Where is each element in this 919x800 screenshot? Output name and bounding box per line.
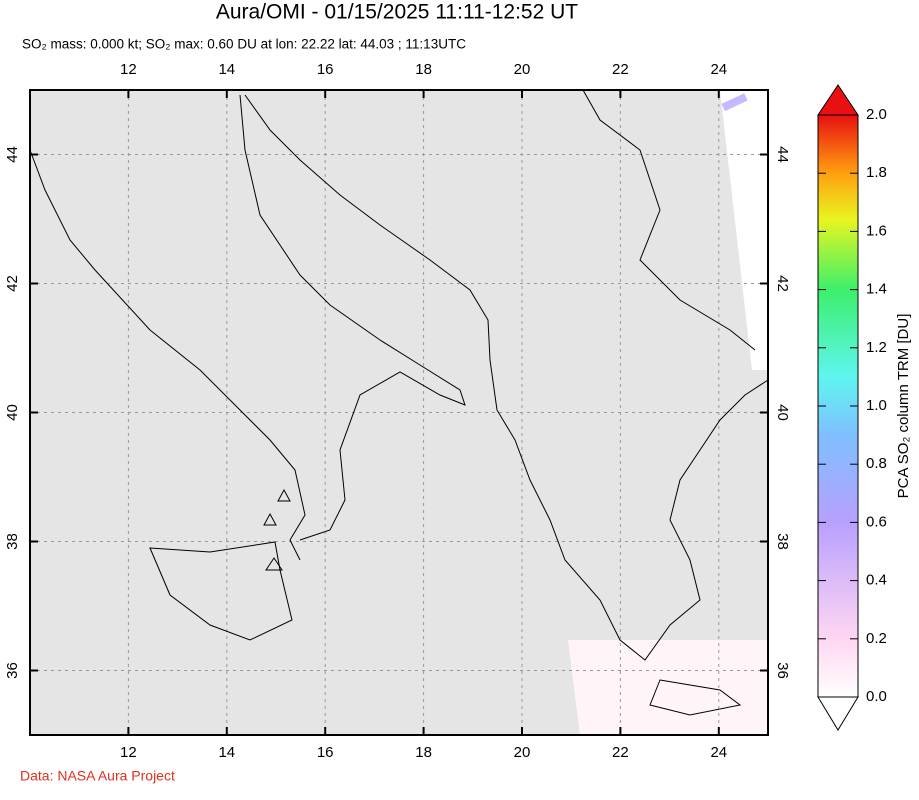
x-tick-label: 24 xyxy=(710,61,727,78)
colorbar-tick-label: 0.4 xyxy=(866,572,887,589)
colorbar-tick-label: 1.2 xyxy=(866,339,887,356)
y-tick-label: 42 xyxy=(4,275,21,292)
volcano-markers xyxy=(263,488,291,571)
colorbar-tick-label: 1.0 xyxy=(866,397,887,414)
x-tick-label: 16 xyxy=(317,61,334,78)
coastlines xyxy=(29,89,769,716)
x-tick-label: 18 xyxy=(415,744,432,761)
x-tick-label: 20 xyxy=(514,744,531,761)
colorbar-tick-label: 2.0 xyxy=(866,106,887,123)
colorbar-min-arrow xyxy=(817,696,859,731)
x-tick-label: 14 xyxy=(218,61,235,78)
x-tick-label: 14 xyxy=(218,744,235,761)
x-tick-label: 16 xyxy=(317,744,334,761)
y-tick-label: 36 xyxy=(4,662,21,679)
x-tick-label: 22 xyxy=(612,61,629,78)
grid xyxy=(30,90,768,735)
x-tick-label: 18 xyxy=(415,61,432,78)
colorbar-tick-label: 0.8 xyxy=(866,455,887,472)
title: Aura/OMI - 01/15/2025 11:11-12:52 UT xyxy=(216,1,578,24)
colorbar-tick-label: 1.4 xyxy=(866,281,887,298)
y-tick-label: 40 xyxy=(4,404,21,421)
colorbar-tick-label: 0.6 xyxy=(866,513,887,530)
credit: Data: NASA Aura Project xyxy=(20,768,175,784)
map-background xyxy=(30,90,768,735)
colorbar-tick-label: 0.2 xyxy=(866,630,887,647)
y-tick-label: 44 xyxy=(4,146,21,163)
x-tick-label: 12 xyxy=(120,61,137,78)
y-tick-label: 38 xyxy=(4,533,21,550)
colorbar-tick-label: 0.0 xyxy=(866,688,887,705)
colorbar-max-arrow xyxy=(817,84,859,116)
y-tick-label: 38 xyxy=(774,533,791,550)
x-tick-label: 20 xyxy=(514,61,531,78)
y-tick-label: 42 xyxy=(774,275,791,292)
colorbar-tick-label: 1.8 xyxy=(866,164,887,181)
x-tick-label: 24 xyxy=(710,744,727,761)
x-tick-label: 22 xyxy=(612,744,629,761)
y-tick-label: 44 xyxy=(774,146,791,163)
swath xyxy=(568,90,768,735)
y-tick-label: 40 xyxy=(774,404,791,421)
x-tick-label: 12 xyxy=(120,744,137,761)
colorbar-tick-label: 1.6 xyxy=(866,222,887,239)
subtitle: SO₂ mass: 0.000 kt; SO₂ max: 0.60 DU at … xyxy=(22,37,466,52)
colorbar-label: PCA SO₂ column TRM [DU] xyxy=(895,314,912,499)
y-tick-label: 36 xyxy=(774,662,791,679)
